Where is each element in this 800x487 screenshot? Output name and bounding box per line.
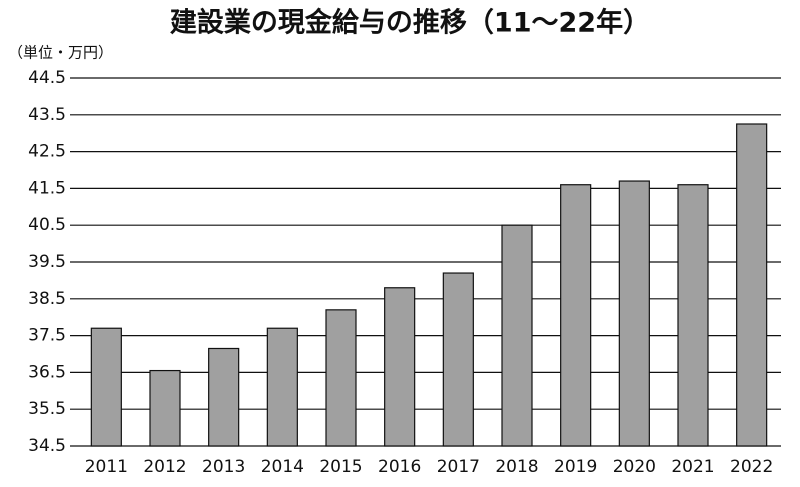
x-tick-label: 2011: [85, 457, 128, 477]
x-tick-label: 2015: [319, 457, 362, 477]
y-tick-label: 42.5: [28, 142, 66, 162]
x-tick-label: 2016: [378, 457, 421, 477]
y-tick-label: 43.5: [28, 105, 66, 125]
y-tick-label: 40.5: [28, 215, 66, 235]
y-tick-label: 41.5: [28, 178, 66, 198]
x-tick-label: 2014: [261, 457, 304, 477]
bar: [560, 184, 592, 447]
y-tick-label: 44.5: [28, 68, 66, 88]
bar: [266, 327, 298, 447]
y-tick-label: 39.5: [28, 252, 66, 272]
y-tick-label: 38.5: [28, 289, 66, 309]
bar: [149, 369, 181, 447]
y-tick-label: 35.5: [28, 399, 66, 419]
bar: [618, 180, 650, 447]
x-tick-label: 2020: [613, 457, 656, 477]
bar: [501, 224, 533, 447]
y-tick-label: 36.5: [28, 362, 66, 382]
bar: [90, 327, 122, 447]
bar: [325, 309, 357, 447]
y-tick-label: 37.5: [28, 326, 66, 346]
bar: [677, 184, 709, 447]
x-tick-label: 2017: [437, 457, 480, 477]
x-tick-label: 2012: [143, 457, 186, 477]
x-tick-label: 2018: [495, 457, 538, 477]
chart-title: 建設業の現金給与の推移（11〜22年）: [170, 7, 650, 39]
y-axis-label: （単位・万円）: [8, 44, 113, 62]
x-tick-label: 2013: [202, 457, 245, 477]
y-tick-label: 34.5: [28, 436, 66, 456]
bar: [384, 287, 416, 447]
bar: [442, 272, 474, 447]
x-tick-label: 2019: [554, 457, 597, 477]
x-tick-label: 2022: [730, 457, 773, 477]
bar: [736, 123, 768, 447]
x-tick-label: 2021: [671, 457, 714, 477]
bar: [208, 347, 240, 447]
